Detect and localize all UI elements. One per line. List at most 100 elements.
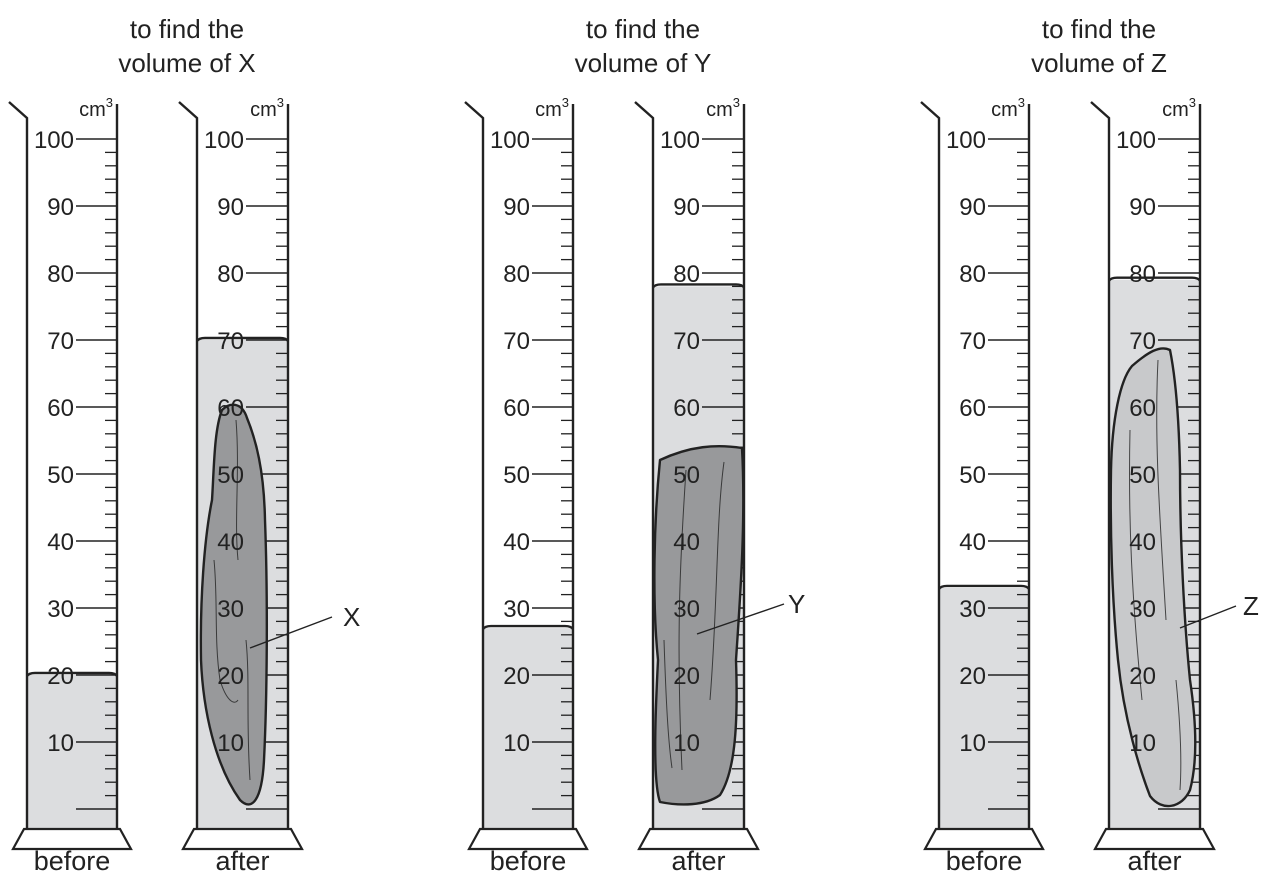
experiment-3-after-cylinder-unit: cm3 — [1162, 95, 1196, 121]
experiment-1-before-cylinder-unit: cm3 — [79, 95, 113, 121]
experiment-1-after-cylinder-tick-label-70: 70 — [217, 328, 244, 355]
experiment-3-after-cylinder-tick-label-10: 10 — [1129, 730, 1156, 757]
experiment-1-object — [199, 403, 269, 806]
experiment-2-object-crack-3 — [663, 639, 673, 769]
experiment-2-after-cylinder-tick-label-20: 20 — [673, 663, 700, 690]
experiment-1-after-cylinder-meniscus — [196, 336, 289, 342]
experiment-2-object — [653, 444, 745, 806]
experiment-2-after-cylinder-meniscus — [652, 283, 745, 289]
experiment-2-before-cylinder-tick-label-70: 70 — [503, 328, 530, 355]
experiment-1-before-cylinder-tick-label-60: 60 — [47, 395, 74, 422]
experiment-1-object-crack-1 — [235, 419, 239, 561]
experiment-1-after-cylinder-tick-label-30: 30 — [217, 596, 244, 623]
experiment-1-before-cylinder-tick-label-80: 80 — [47, 261, 74, 288]
experiment-3-after-cylinder-tick-label-80: 80 — [1129, 261, 1156, 288]
experiment-2-after-cylinder-tick-label-70: 70 — [673, 328, 700, 355]
experiment-3-after-cylinder-unit-base: cm — [1162, 99, 1189, 121]
experiment-3-after-cylinder-tick-label-60: 60 — [1129, 395, 1156, 422]
experiment-2-object-leader-line — [696, 603, 785, 635]
experiment-2-before-cylinder-unit-exponent: 3 — [562, 95, 569, 110]
experiment-3-before-cylinder-tick-label-80: 80 — [959, 261, 986, 288]
experiment-3-title: to find the volume of Z — [1031, 14, 1167, 78]
experiment-2-before-cylinder-water — [483, 628, 573, 829]
experiment-1-after-cylinder-tick-label-60: 60 — [217, 395, 244, 422]
experiment-1-before-cylinder-tick-label-70: 70 — [47, 328, 74, 355]
experiment-1-before-cylinder-caption: before — [34, 846, 111, 876]
experiment-1-before-cylinder-tick-label-40: 40 — [47, 529, 74, 556]
experiment-2-before-cylinder-base — [467, 827, 589, 851]
experiment-3-before-cylinder-tick-label-100: 100 — [946, 127, 986, 154]
experiment-2-before-cylinder-tick-label-90: 90 — [503, 194, 530, 221]
experiment-3-object-crack-1 — [1129, 429, 1143, 701]
experiment-2-after-cylinder-unit-exponent: 3 — [733, 95, 740, 110]
experiment-2-after-cylinder-tick-label-60: 60 — [673, 395, 700, 422]
experiment-1-after-cylinder-tick-label-90: 90 — [217, 194, 244, 221]
experiment-1-before-cylinder-tick-label-50: 50 — [47, 462, 74, 489]
experiment-1-after-cylinder-tick-label-20: 20 — [217, 663, 244, 690]
experiment-3-after-cylinder-unit-exponent: 3 — [1189, 95, 1196, 110]
experiment-3-object — [1109, 347, 1197, 808]
experiment-1-before-cylinder-base — [11, 827, 133, 851]
experiment-2-object-crack-1 — [678, 469, 687, 771]
experiment-3-before-cylinder-unit-exponent: 3 — [1018, 95, 1025, 110]
experiment-2-after-cylinder-tick-label-30: 30 — [673, 596, 700, 623]
experiment-1-after-cylinder-tick-label-10: 10 — [217, 730, 244, 757]
experiment-1-before-cylinder-tick-label-30: 30 — [47, 596, 74, 623]
experiment-1-object-label: X — [343, 602, 360, 632]
experiment-3-title-line1: to find the — [1042, 14, 1156, 44]
experiment-2-before-cylinder-left-wall — [464, 101, 485, 829]
experiment-3-before-cylinder-tick-label-10: 10 — [959, 730, 986, 757]
experiment-2-before-cylinder-meniscus — [482, 624, 574, 630]
experiment-1-after-cylinder-caption: after — [215, 846, 269, 876]
experiment-2-before-cylinder-tick-label-10: 10 — [503, 730, 530, 757]
experiment-1-before-cylinder-left-wall — [8, 101, 29, 829]
experiment-1-title: to find the volume of X — [118, 14, 255, 78]
experiment-3-after-cylinder-tick-label-20: 20 — [1129, 663, 1156, 690]
experiment-3-before-cylinder-base — [923, 827, 1045, 851]
experiment-3-before-cylinder-tick-label-30: 30 — [959, 596, 986, 623]
experiment-1-before-cylinder-unit-exponent: 3 — [106, 95, 113, 110]
experiment-1-before-cylinder-unit-base: cm — [79, 99, 106, 121]
experiment-1-after-cylinder-unit-exponent: 3 — [277, 95, 284, 110]
experiment-3-before-cylinder-water — [939, 587, 1029, 829]
experiment-2-after-cylinder-left-wall — [634, 101, 655, 829]
experiment-3-object-crack-2 — [1156, 359, 1167, 621]
experiment-3-before-cylinder-meniscus — [938, 584, 1030, 590]
experiment-1-before-cylinder-meniscus — [26, 671, 118, 677]
experiment-1-after-cylinder-unit: cm3 — [250, 95, 284, 121]
experiment-3-object-crack-3 — [1175, 679, 1182, 791]
experiment-2-before-cylinder-tick-label-80: 80 — [503, 261, 530, 288]
experiment-2-after-cylinder-unit-base: cm — [706, 99, 733, 121]
experiment-3-before-cylinder-tick-label-70: 70 — [959, 328, 986, 355]
experiment-2-after-cylinder-tick-label-90: 90 — [673, 194, 700, 221]
experiment-2-after-cylinder-tick-label-40: 40 — [673, 529, 700, 556]
experiment-2-before-cylinder-unit: cm3 — [535, 95, 569, 121]
experiment-3-before-cylinder-unit-base: cm — [991, 99, 1018, 121]
experiment-1-before-cylinder-tick-label-100: 100 — [34, 127, 74, 154]
experiment-3-before-cylinder-tick-label-20: 20 — [959, 663, 986, 690]
experiment-2-object-crack-2 — [709, 461, 725, 701]
experiment-3-title-line2: volume of Z — [1031, 48, 1167, 78]
experiment-2-after-cylinder-base — [637, 827, 760, 851]
experiment-3-after-cylinder-tick-label-70: 70 — [1129, 328, 1156, 355]
experiment-1-after-cylinder-unit-base: cm — [250, 99, 277, 121]
experiment-2-before-cylinder-tick-label-60: 60 — [503, 395, 530, 422]
experiment-3-after-cylinder-tick-label-90: 90 — [1129, 194, 1156, 221]
experiment-2-object-label: Y — [788, 589, 805, 619]
experiment-2-after-cylinder-caption: after — [671, 846, 725, 876]
experiment-2-title-line1: to find the — [586, 14, 700, 44]
experiment-3-after-cylinder-tick-label-40: 40 — [1129, 529, 1156, 556]
experiment-1-after-cylinder-tick-label-50: 50 — [217, 462, 244, 489]
experiment-1-title-line1: to find the — [130, 14, 244, 44]
experiment-1-title-line2: volume of X — [118, 48, 255, 78]
experiment-2-before-cylinder-tick-label-20: 20 — [503, 663, 530, 690]
experiment-3-before-cylinder-unit: cm3 — [991, 95, 1025, 121]
experiment-1-after-cylinder-tick-label-80: 80 — [217, 261, 244, 288]
experiment-2-before-cylinder-tick-label-50: 50 — [503, 462, 530, 489]
experiment-3-after-cylinder-base — [1093, 827, 1216, 851]
experiment-1-after-cylinder-base — [181, 827, 304, 851]
experiment-3-before-cylinder-left-wall — [920, 101, 941, 829]
experiment-1-object-crack-2 — [213, 559, 239, 703]
